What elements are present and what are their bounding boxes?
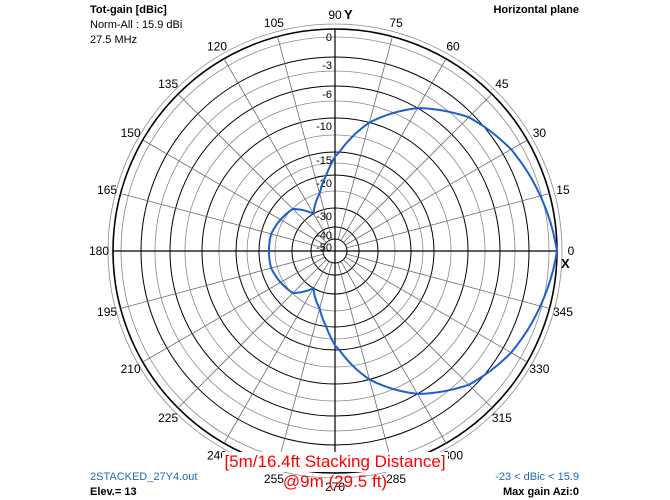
angle-spoke bbox=[337, 262, 393, 466]
angle-tick-labels: 0 15 30 45 60 75 90 105 120 135 150 165 180 195 210 225… bbox=[89, 8, 575, 494]
angle-spoke bbox=[177, 259, 327, 409]
angle-tick-label: 0 bbox=[568, 244, 575, 258]
angle-spoke bbox=[343, 259, 493, 409]
grid-ring-minor bbox=[107, 23, 563, 479]
radial-tick-label: -10 bbox=[316, 121, 332, 133]
angle-spoke bbox=[142, 256, 325, 363]
max-gain-label: Max gain Azi:0 bbox=[503, 486, 579, 498]
normalization-label: Norm-All : 15.9 dBi bbox=[90, 19, 183, 31]
angle-spoke bbox=[345, 256, 528, 363]
angle-spoke bbox=[277, 262, 333, 466]
filename-label: 2STACKED_27Y4.out bbox=[90, 471, 198, 483]
angle-tick-label: 255 bbox=[264, 472, 284, 486]
caption-line-1: [5m/16.4ft Stacking Distance] bbox=[222, 452, 448, 472]
angle-spoke bbox=[223, 261, 330, 444]
gain-pattern-line bbox=[267, 107, 559, 395]
angle-spoke bbox=[177, 93, 327, 243]
radial-tick-label: -6 bbox=[322, 89, 332, 101]
angle-tick-label: 315 bbox=[492, 411, 512, 425]
angle-spoke bbox=[223, 58, 330, 241]
radial-tick-label: -3 bbox=[322, 60, 332, 72]
axis-x-label: X bbox=[561, 256, 570, 271]
angle-tick-label: 165 bbox=[97, 183, 117, 197]
angle-spoke bbox=[142, 139, 325, 246]
axis-y-label: Y bbox=[344, 7, 353, 22]
angle-tick-label: 15 bbox=[556, 183, 570, 197]
radial-tick-labels: 0 -3 -6 -10 -15 -20 -30 -40-50 bbox=[316, 32, 332, 254]
angle-tick-label: 135 bbox=[158, 77, 178, 91]
angle-spoke bbox=[120, 193, 324, 249]
radial-tick-label: -50 bbox=[316, 242, 332, 254]
angle-tick-label: 90 bbox=[328, 8, 342, 22]
angle-tick-label: 60 bbox=[446, 40, 460, 54]
angle-tick-label: 45 bbox=[495, 77, 509, 91]
angle-tick-label: 270 bbox=[325, 480, 345, 494]
angle-tick-label: 195 bbox=[97, 305, 117, 319]
radial-tick-label: -30 bbox=[316, 211, 332, 223]
angle-spoke bbox=[346, 193, 550, 249]
angle-tick-label: 285 bbox=[386, 472, 406, 486]
angle-tick-label: 330 bbox=[529, 362, 549, 376]
angle-tick-label: 210 bbox=[121, 362, 141, 376]
angle-spokes bbox=[113, 29, 557, 473]
angle-tick-label: 225 bbox=[158, 411, 178, 425]
gain-range-label: -23 < dBic < 15.9 bbox=[495, 471, 579, 483]
radial-tick-label: -40 bbox=[316, 230, 332, 242]
chart-title: Tot-gain [dBic] bbox=[90, 4, 167, 16]
radial-tick-label: -15 bbox=[316, 155, 332, 167]
angle-tick-label: 300 bbox=[443, 448, 463, 462]
radial-tick-label: -20 bbox=[316, 178, 332, 190]
angle-spoke bbox=[340, 58, 447, 241]
angle-spoke bbox=[340, 261, 447, 444]
frequency-label: 27.5 MHz bbox=[90, 34, 138, 46]
angle-spoke bbox=[345, 139, 528, 246]
angle-spoke bbox=[120, 253, 324, 309]
angle-tick-label: 180 bbox=[89, 244, 109, 258]
elevation-label: Elev.= 13 bbox=[90, 486, 137, 498]
angle-tick-label: 150 bbox=[121, 126, 141, 140]
caption-line-2: @9m (29.5 ft) bbox=[282, 472, 388, 491]
angle-spoke bbox=[343, 93, 493, 243]
radial-tick-label: 0 bbox=[326, 32, 332, 44]
plane-label: Horizontal plane bbox=[493, 4, 579, 16]
angle-tick-label: 30 bbox=[533, 126, 547, 140]
angle-tick-label: 345 bbox=[553, 305, 573, 319]
angle-tick-label: 75 bbox=[389, 16, 403, 30]
angle-spoke bbox=[337, 36, 393, 240]
angle-tick-label: 105 bbox=[264, 16, 284, 30]
angle-tick-label: 120 bbox=[207, 40, 227, 54]
angle-spoke bbox=[277, 36, 333, 240]
angle-spoke bbox=[346, 253, 550, 309]
